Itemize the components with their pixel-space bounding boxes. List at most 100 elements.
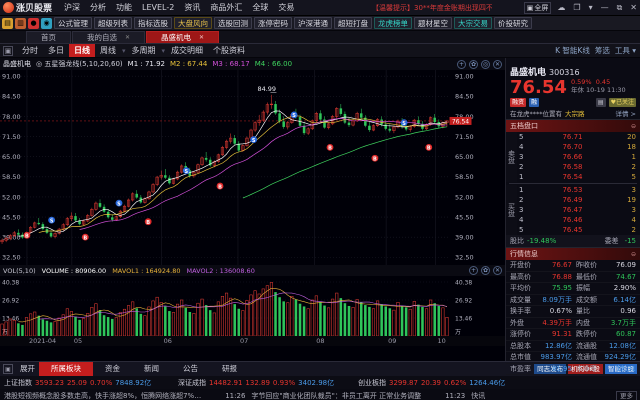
bottom-tab-announce[interactable]: 公告 <box>183 364 198 373</box>
toolbar-btn-7[interactable]: 超短打盘 <box>334 17 372 29</box>
quote-last-price: 76.54 <box>510 77 567 98</box>
plus-icon[interactable]: + <box>469 266 478 275</box>
watch-badge[interactable]: ♥ 已关注 <box>608 98 636 107</box>
tab-home[interactable]: 首页 <box>26 31 71 43</box>
bottom-tab-funds[interactable]: 资金 <box>105 364 120 373</box>
toolbar-btn-2[interactable]: 指标选股 <box>134 17 172 29</box>
bottom-tab-sector[interactable]: 所属板块 <box>39 362 93 376</box>
action-btn-1[interactable]: 机构OK股 <box>568 364 603 374</box>
svg-text:B: B <box>328 146 332 152</box>
period-dropdown-icon[interactable]: ▾ <box>122 46 126 55</box>
tab-stock-detail[interactable]: 晶盛机电 ✕ <box>146 31 220 43</box>
orderbook-row[interactable]: 3 76.47 3 <box>517 205 640 215</box>
chart-icon[interactable]: ▥ <box>15 17 26 29</box>
layout-grid-icon[interactable]: ▣ <box>3 45 13 56</box>
orderbook-row[interactable]: 1 76.53 3 <box>517 185 640 195</box>
orderbook-row[interactable]: 2 76.49 19 <box>517 195 640 205</box>
index-item-szse[interactable]: 深证成指 14482.91 132.89 0.93% 3402.98亿 <box>178 378 334 388</box>
period-fenshi[interactable]: 分时 <box>22 46 38 55</box>
candlestick-svg[interactable]: 91.00 91.00 84.50 84.50 78.00 78.00 71.50 71.50… <box>0 70 505 265</box>
globe-icon[interactable]: ◉ <box>41 17 52 29</box>
volume-pane[interactable]: 40.38 40.38 26.92 26.92 13.46 13.46 万万 <box>0 276 505 336</box>
period-trade-detail[interactable]: 成交明细 <box>171 46 204 55</box>
news-headline[interactable]: 港股短视频概念股多数走高，快手涨超8%，恒腾网络涨超7%… <box>4 392 202 400</box>
index-item-chinext[interactable]: 创业板指 3299.87 20.39 0.62% 1264.46亿 <box>358 378 505 388</box>
menu-item-0[interactable]: 沪深 <box>64 2 81 12</box>
settings-icon[interactable]: ◎ <box>481 59 490 69</box>
toolbar-btn-1[interactable]: 超级列表 <box>94 17 132 29</box>
menu-item-2[interactable]: 功能 <box>116 2 133 12</box>
tab-close-icon[interactable]: ✕ <box>199 33 205 41</box>
gear-icon[interactable]: ✿ <box>481 266 490 275</box>
folder-icon[interactable]: ▤ <box>2 17 13 29</box>
period-stock-info[interactable]: 个股资料 <box>213 46 246 55</box>
margin-badge[interactable]: 融资 <box>510 98 527 107</box>
maximize-icon[interactable]: ⧉ <box>616 3 623 12</box>
plus-icon[interactable]: + <box>457 59 466 69</box>
gear-icon[interactable]: ✿ <box>469 59 478 69</box>
stat-value-2: 924.29亿 <box>604 353 637 362</box>
tab-watchlist[interactable]: 我的自选 ✕ <box>72 31 146 43</box>
sector-tag[interactable]: 大宗路 <box>565 110 585 118</box>
smart-kline-button[interactable]: K 智能K线 <box>555 46 590 55</box>
svg-text:84.50: 84.50 <box>2 93 21 101</box>
record-icon[interactable]: ● <box>28 17 39 29</box>
toolbar-btn-3[interactable]: 大盘风向 <box>174 17 212 29</box>
menu-item-3[interactable]: LEVEL-2 <box>142 2 175 12</box>
minimize-icon[interactable]: — <box>600 3 609 12</box>
menu-item-5[interactable]: 商品外汇 <box>210 2 243 12</box>
fullscreen-button[interactable]: ▣ 全屏 <box>523 2 552 14</box>
toolbar-btn-10[interactable]: 大宗交易 <box>454 17 492 29</box>
orderbook-row[interactable]: 4 76.46 4 <box>517 215 640 225</box>
filter-button[interactable]: 筹选 <box>594 46 610 55</box>
orderbook-row[interactable]: 1 76.54 5 <box>517 172 640 182</box>
orderbook-row[interactable]: 5 76.45 2 <box>517 225 640 235</box>
expand-grid-icon[interactable]: ▣ <box>3 364 13 374</box>
toolbar-btn-0[interactable]: 公式管理 <box>54 17 92 29</box>
chevron-down-icon[interactable]: ▾ <box>588 3 593 12</box>
orderbook-row[interactable]: 2 76.58 2 <box>517 162 640 172</box>
bookmark-icon[interactable]: ▤ <box>595 98 606 107</box>
stat-label: 总股本 <box>510 341 531 350</box>
sector-detail-link[interactable]: 详情 > <box>615 110 636 118</box>
orderbook-row[interactable]: 5 76.71 20 <box>517 132 640 142</box>
candlestick-pane[interactable]: 91.00 91.00 84.50 84.50 78.00 78.00 71.50 71.50… <box>0 70 505 265</box>
news-item-2[interactable]: 字节回应"商业化团队裁员"：非员工离开 正常业务调整 <box>251 392 422 400</box>
tab-close-icon[interactable]: ✕ <box>125 33 131 41</box>
short-badge[interactable]: 融 <box>529 98 540 107</box>
toolbar-btn-8[interactable]: 龙虎榜单 <box>374 17 412 29</box>
cloud-icon[interactable]: ☁ <box>557 3 566 12</box>
period-duori[interactable]: 多日 <box>48 46 64 55</box>
quote-info-collapse-icon[interactable]: ⊖ <box>630 250 636 258</box>
toolbar-btn-5[interactable]: 涨停密码 <box>254 17 292 29</box>
multi-dropdown-icon[interactable]: ▾ <box>161 46 166 55</box>
orderbook-row[interactable]: 3 76.66 1 <box>517 152 640 162</box>
menu-item-7[interactable]: 交易 <box>278 2 295 12</box>
orderbook-row[interactable]: 4 76.70 18 <box>517 142 640 152</box>
toolbar-btn-4[interactable]: 选股回测 <box>214 17 252 29</box>
action-btn-2[interactable]: 智能诊股 <box>605 364 637 374</box>
news-more-button[interactable]: 更多 <box>616 390 637 400</box>
period-zhouxian[interactable]: 周线 <box>100 46 116 55</box>
tools-button[interactable]: 工具 ▾ <box>614 46 636 55</box>
bottom-tab-research[interactable]: 研报 <box>222 364 237 373</box>
menu-item-1[interactable]: 分析 <box>90 2 107 12</box>
close-icon[interactable]: ✕ <box>493 59 502 69</box>
index-item-sse[interactable]: 上证指数 3593.23 25.09 0.70% 7848.92亿 <box>4 378 151 388</box>
close-icon[interactable]: ✕ <box>630 3 637 12</box>
period-rixian[interactable]: 日线 <box>69 44 95 57</box>
bottom-tab-news[interactable]: 新闻 <box>144 364 159 373</box>
action-btn-0[interactable]: 同志发布 <box>534 364 567 374</box>
toolbar-btn-6[interactable]: 沪深港通 <box>294 17 332 29</box>
menu-item-6[interactable]: 全球 <box>252 2 269 12</box>
orderbook-collapse-icon[interactable]: ⊖ <box>630 122 636 130</box>
toolbar-btn-9[interactable]: 题材星空 <box>414 17 452 29</box>
sector-text: 在龙虎****位置有 <box>510 110 562 118</box>
menu-item-4[interactable]: 资讯 <box>184 2 201 12</box>
volume-svg[interactable]: 40.38 40.3826.92 26.9213.46 13.46万万 <box>0 276 505 336</box>
expand-label[interactable]: 展开 <box>20 364 35 373</box>
restore-icon[interactable]: ❐ <box>573 3 581 12</box>
close-icon[interactable]: ✕ <box>493 266 502 275</box>
period-multi[interactable]: 多周期 <box>131 46 156 55</box>
toolbar-btn-11[interactable]: 价投研究 <box>494 17 532 29</box>
